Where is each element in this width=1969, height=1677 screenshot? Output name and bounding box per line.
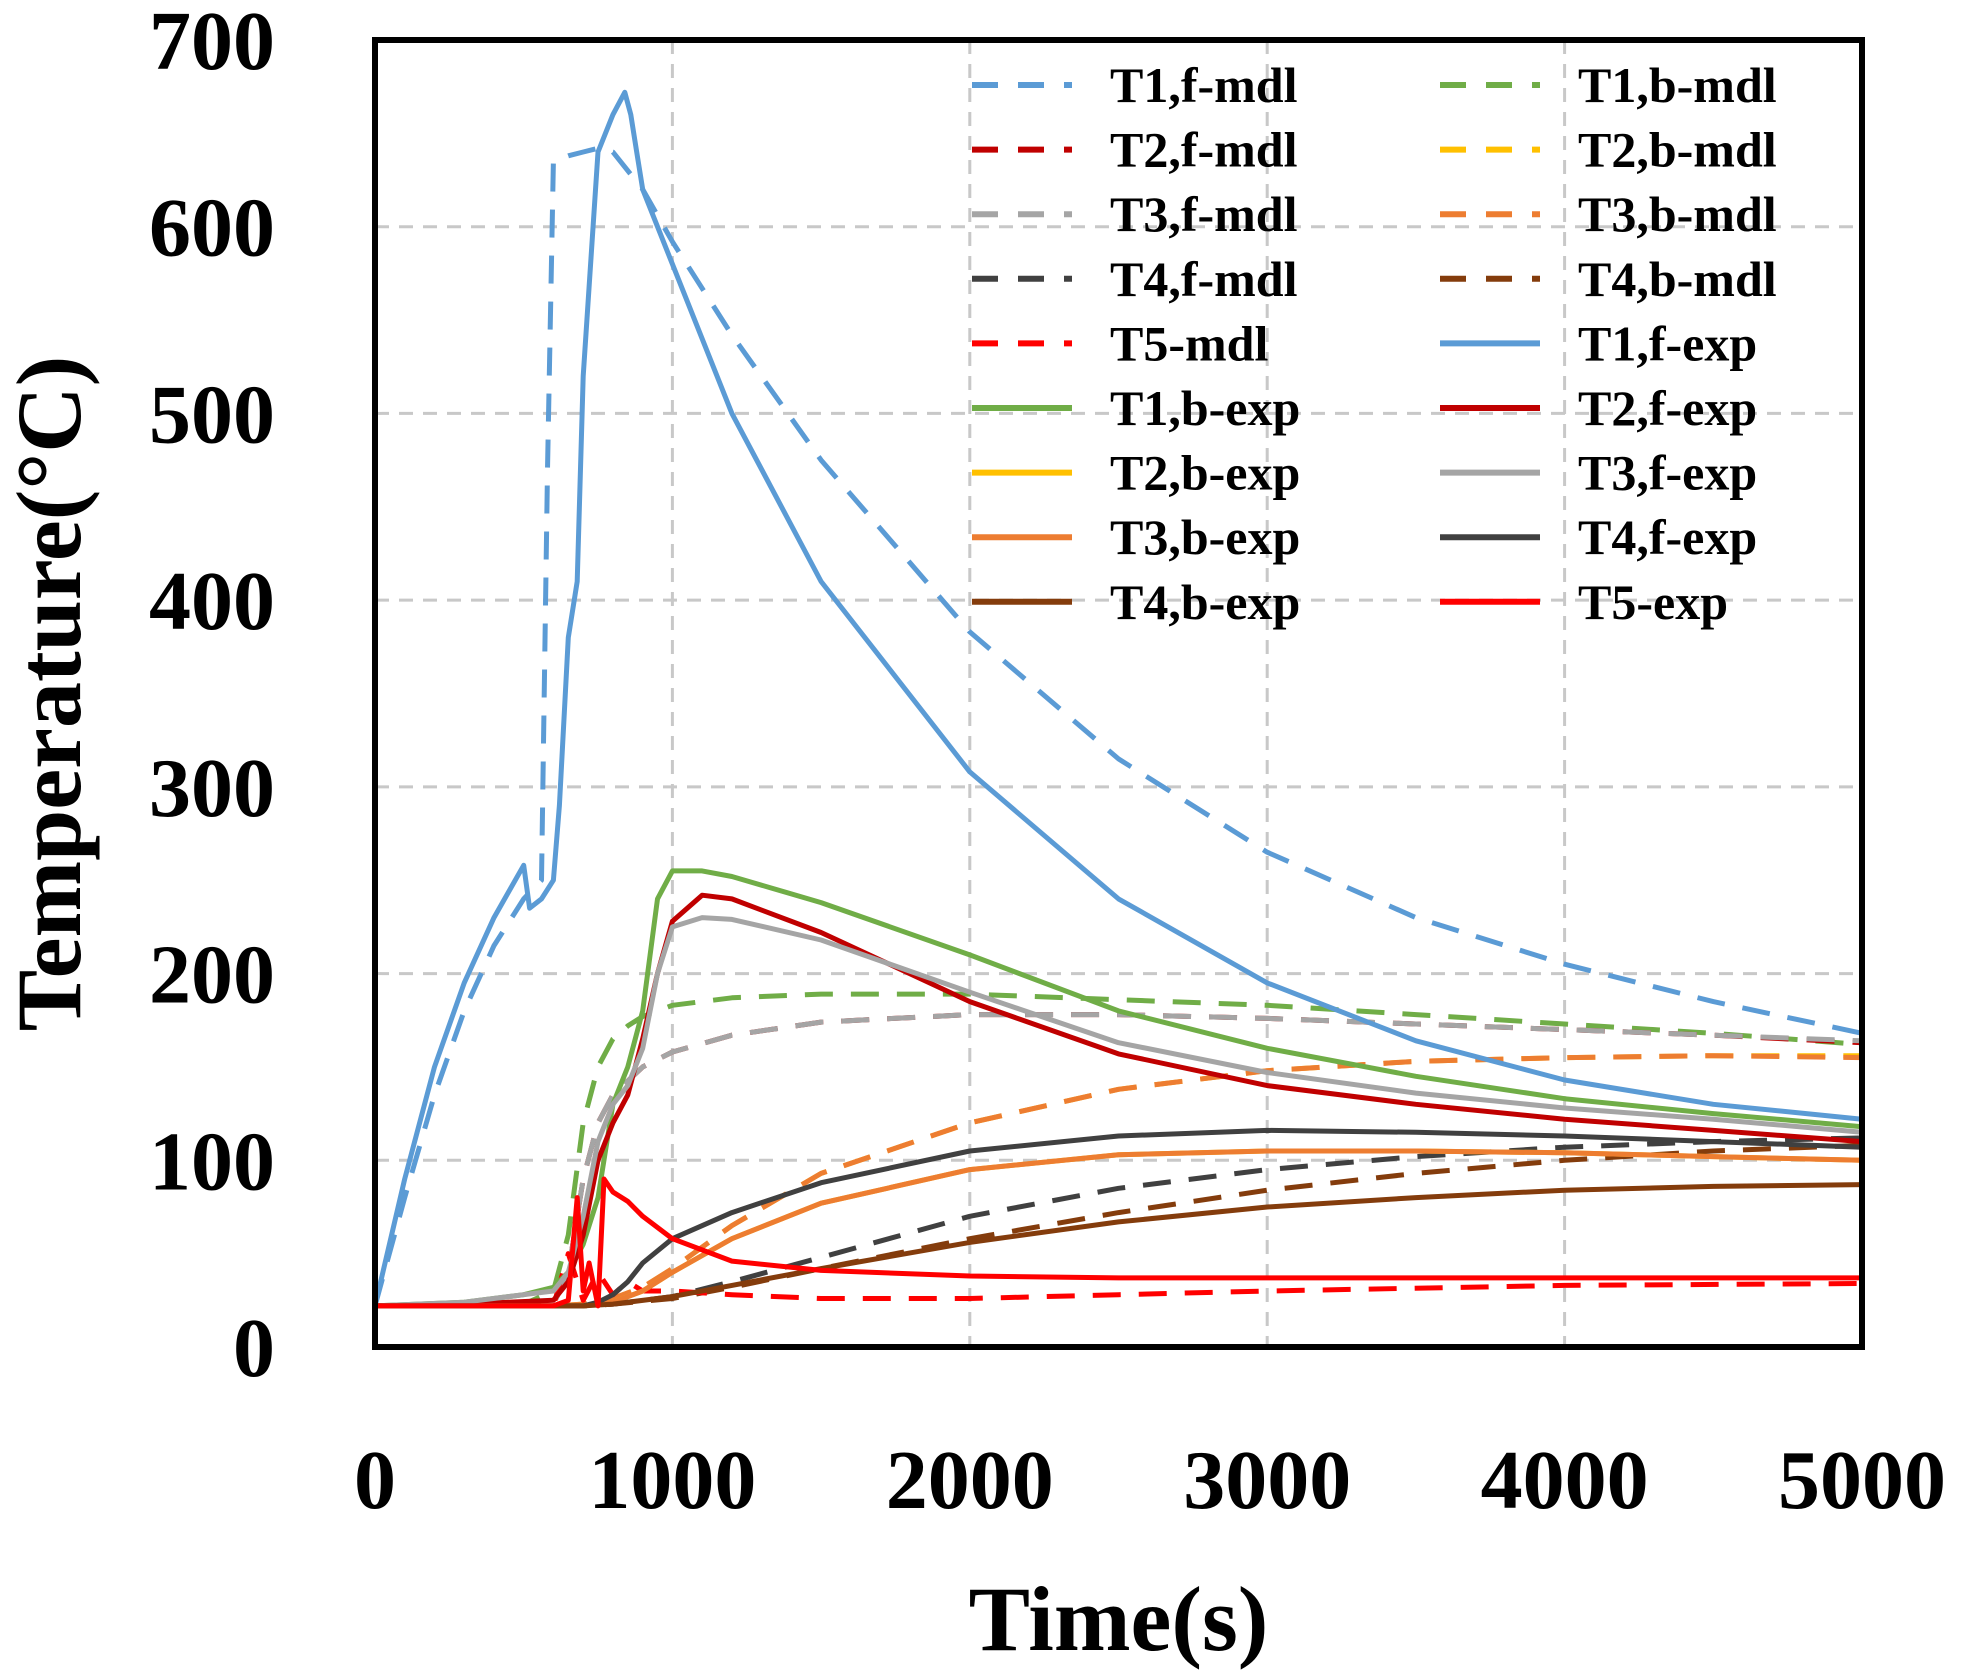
- x-tick-label: 0: [354, 1434, 396, 1527]
- x-tick-label: 2000: [886, 1434, 1054, 1527]
- series-line-t1-f-mdl: [372, 145, 1863, 1307]
- x-tick-label: 5000: [1778, 1434, 1946, 1527]
- legend-label-t5-mdl: T5-mdl: [1110, 315, 1268, 371]
- legend-label-t4-f-exp: T4,f-exp: [1578, 509, 1757, 565]
- legend-label-t4-b-mdl: T4,b-mdl: [1578, 251, 1777, 307]
- legend-label-t1-b-mdl: T1,b-mdl: [1578, 57, 1777, 113]
- legend-label-t3-f-exp: T3,f-exp: [1578, 445, 1757, 501]
- y-tick-label: 0: [233, 1302, 275, 1395]
- y-tick-label: 500: [149, 368, 275, 461]
- legend-label-t3-b-exp: T3,b-exp: [1110, 509, 1300, 565]
- series-lines: [372, 89, 1865, 1309]
- legend-label-t3-b-mdl: T3,b-mdl: [1578, 186, 1777, 242]
- x-axis-label: Time(s): [969, 1568, 1269, 1670]
- y-tick-label: 100: [149, 1115, 275, 1208]
- x-tick-labels: 0 1000 2000 3000 4000 5000: [354, 1434, 1946, 1527]
- series-line-t4-f-exp: [372, 1127, 1865, 1309]
- legend-label-t1-f-exp: T1,f-exp: [1578, 315, 1757, 371]
- y-tick-label: 600: [149, 182, 275, 275]
- x-tick-label: 3000: [1183, 1434, 1351, 1527]
- x-tick-label: 4000: [1481, 1434, 1649, 1527]
- y-tick-label: 200: [149, 929, 275, 1022]
- grid: [375, 40, 1862, 1347]
- legend-label-t2-b-mdl: T2,b-mdl: [1578, 122, 1777, 178]
- y-tick-label: 700: [149, 0, 275, 88]
- y-tick-label: 300: [149, 742, 275, 835]
- y-axis-label: Temperature(°C): [0, 356, 100, 1032]
- series-line-t1-f-exp: [372, 89, 1865, 1309]
- series-line-t3-b-mdl: [375, 1053, 1863, 1309]
- legend-label-t1-f-mdl: T1,f-mdl: [1110, 57, 1298, 113]
- series-line-t5-mdl: [375, 1251, 1863, 1309]
- legend-label-t2-f-exp: T2,f-exp: [1578, 380, 1757, 436]
- legend-label-t4-f-mdl: T4,f-mdl: [1110, 251, 1298, 307]
- legend-label-t3-f-mdl: T3,f-mdl: [1110, 186, 1298, 242]
- series-line-t5-exp: [372, 1176, 1865, 1309]
- series-line-t2-f-exp: [372, 892, 1865, 1309]
- y-tick-label: 400: [149, 555, 275, 648]
- legend: T1,f-mdl T1,b-mdl T2,f-mdl T2,b-mdl T3,f-mdl…: [972, 57, 1777, 630]
- legend-label-t2-b-exp: T2,b-exp: [1110, 445, 1300, 501]
- legend-label-t2-f-mdl: T2,f-mdl: [1110, 122, 1298, 178]
- legend-label-t5-exp: T5-exp: [1578, 574, 1728, 630]
- legend-label-t4-b-exp: T4,b-exp: [1110, 574, 1300, 630]
- x-tick-label: 1000: [588, 1434, 756, 1527]
- plot-frame: [372, 37, 1865, 1350]
- legend-label-t1-b-exp: T1,b-exp: [1110, 380, 1300, 436]
- series-line-t3-b-exp: [372, 1148, 1865, 1309]
- y-tick-labels: 0 100 200 300 400 500 600 700: [149, 0, 275, 1395]
- series-line-t4-b-exp: [372, 1182, 1865, 1309]
- series-line-t1-b-mdl: [374, 991, 1863, 1309]
- series-line-t3-f-exp: [372, 915, 1865, 1309]
